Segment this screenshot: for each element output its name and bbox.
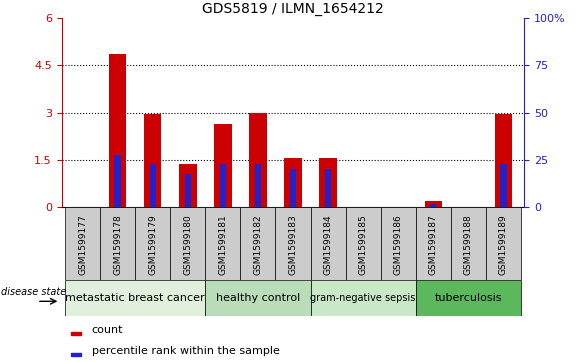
FancyBboxPatch shape — [100, 207, 135, 280]
Bar — [149, 164, 156, 207]
Text: GSM1599189: GSM1599189 — [499, 214, 508, 275]
Text: GSM1599178: GSM1599178 — [113, 214, 122, 275]
FancyBboxPatch shape — [65, 280, 205, 316]
Bar — [495, 114, 512, 207]
Text: GSM1599180: GSM1599180 — [183, 214, 192, 275]
Bar — [284, 158, 302, 207]
Text: GSM1599187: GSM1599187 — [429, 214, 438, 275]
Bar — [249, 113, 267, 207]
Text: GSM1599179: GSM1599179 — [148, 214, 157, 275]
Bar — [319, 158, 337, 207]
Text: GSM1599177: GSM1599177 — [78, 214, 87, 275]
FancyBboxPatch shape — [205, 280, 311, 316]
Bar — [71, 353, 81, 356]
FancyBboxPatch shape — [135, 207, 171, 280]
FancyBboxPatch shape — [171, 207, 205, 280]
FancyBboxPatch shape — [451, 207, 486, 280]
FancyBboxPatch shape — [275, 207, 311, 280]
FancyBboxPatch shape — [311, 280, 415, 316]
FancyBboxPatch shape — [346, 207, 381, 280]
FancyBboxPatch shape — [415, 280, 521, 316]
Text: GSM1599185: GSM1599185 — [359, 214, 367, 275]
Text: GSM1599182: GSM1599182 — [253, 214, 263, 275]
Text: GSM1599188: GSM1599188 — [464, 214, 473, 275]
Text: gram-negative sepsis: gram-negative sepsis — [311, 293, 416, 303]
Bar — [109, 54, 127, 207]
FancyBboxPatch shape — [205, 207, 240, 280]
Bar — [114, 155, 121, 207]
Title: GDS5819 / ILMN_1654212: GDS5819 / ILMN_1654212 — [202, 2, 384, 16]
FancyBboxPatch shape — [415, 207, 451, 280]
FancyBboxPatch shape — [311, 207, 346, 280]
Bar — [290, 169, 296, 207]
Bar — [144, 114, 162, 207]
Bar — [214, 123, 231, 207]
Text: GSM1599186: GSM1599186 — [394, 214, 403, 275]
Text: percentile rank within the sample: percentile rank within the sample — [91, 346, 280, 356]
Text: metastatic breast cancer: metastatic breast cancer — [66, 293, 205, 303]
Bar — [185, 174, 191, 207]
Bar — [500, 164, 506, 207]
Bar — [255, 164, 261, 207]
Text: GSM1599184: GSM1599184 — [323, 214, 333, 275]
Text: healthy control: healthy control — [216, 293, 300, 303]
Bar — [179, 164, 196, 207]
Text: tuberculosis: tuberculosis — [435, 293, 502, 303]
Text: disease state: disease state — [1, 287, 66, 297]
Bar — [424, 201, 442, 207]
Bar — [71, 332, 81, 335]
FancyBboxPatch shape — [240, 207, 275, 280]
Bar — [220, 164, 226, 207]
Bar — [430, 204, 437, 207]
Text: count: count — [91, 325, 123, 335]
FancyBboxPatch shape — [381, 207, 415, 280]
Bar — [325, 169, 331, 207]
Text: GSM1599183: GSM1599183 — [288, 214, 298, 275]
Text: GSM1599181: GSM1599181 — [219, 214, 227, 275]
FancyBboxPatch shape — [486, 207, 521, 280]
FancyBboxPatch shape — [65, 207, 100, 280]
